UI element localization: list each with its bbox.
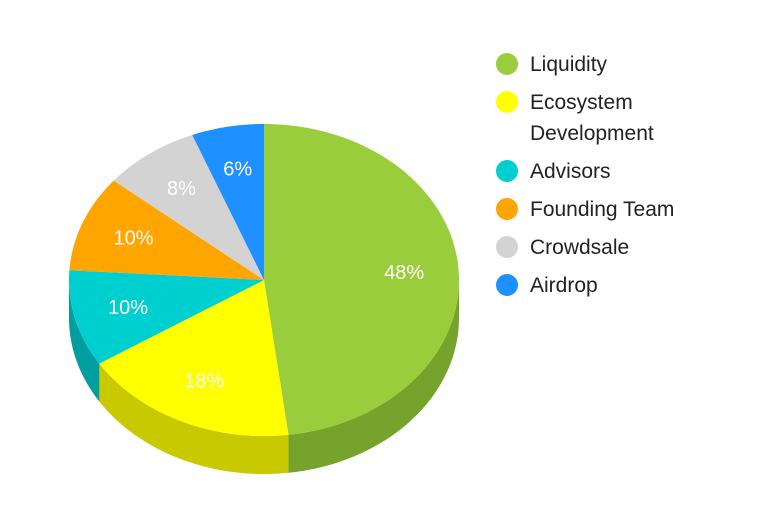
legend-item-advisors: Advisors xyxy=(496,156,710,187)
legend-label: Ecosystem Development xyxy=(530,91,654,145)
legend-item-airdrop: Airdrop xyxy=(496,270,710,301)
slice-label-advisors: 10% xyxy=(108,297,148,319)
pie-slices xyxy=(69,124,459,436)
legend-swatch xyxy=(496,198,518,220)
slice-label-crowdsale: 8% xyxy=(167,178,196,200)
pie-side-liquidity xyxy=(288,280,459,473)
pie-slice-founding-team xyxy=(69,180,264,280)
pie-slice-ecosystem-development xyxy=(99,280,289,436)
legend-label: Crowdsale xyxy=(530,236,630,259)
legend-swatch xyxy=(496,160,518,182)
pie-slice-advisors xyxy=(69,270,264,364)
legend-swatch xyxy=(496,274,518,296)
legend-swatch xyxy=(496,236,518,258)
pie-slice-airdrop xyxy=(192,124,264,280)
slice-label-liquidity: 48% xyxy=(384,262,424,284)
legend-label: Advisors xyxy=(530,160,611,183)
legend-label: Airdrop xyxy=(530,274,598,297)
legend-swatch xyxy=(496,53,518,75)
pie-sides xyxy=(69,280,459,474)
legend-swatch xyxy=(496,91,518,113)
pie-slice-crowdsale xyxy=(113,134,264,280)
pie-side-advisors xyxy=(69,280,100,402)
legend-label: Founding Team xyxy=(530,198,675,221)
slice-label-founding-team: 10% xyxy=(113,228,153,250)
pie-slice-labels: 48% 18% 10% 10% 8% 6% xyxy=(108,159,424,393)
legend: Liquidity Ecosystem Development Advisors Fo… xyxy=(496,49,710,308)
legend-item-ecosystem-development: Ecosystem Development xyxy=(496,87,710,149)
legend-item-founding-team: Founding Team xyxy=(496,194,710,225)
slice-label-ecosystem-development: 18% xyxy=(184,371,224,393)
legend-item-liquidity: Liquidity xyxy=(496,49,710,80)
slice-label-airdrop: 6% xyxy=(223,159,252,181)
legend-item-crowdsale: Crowdsale xyxy=(496,232,710,263)
legend-label: Liquidity xyxy=(530,53,608,76)
pie-side-ecosystem-development xyxy=(99,363,289,474)
pie-slice-liquidity xyxy=(264,124,459,435)
